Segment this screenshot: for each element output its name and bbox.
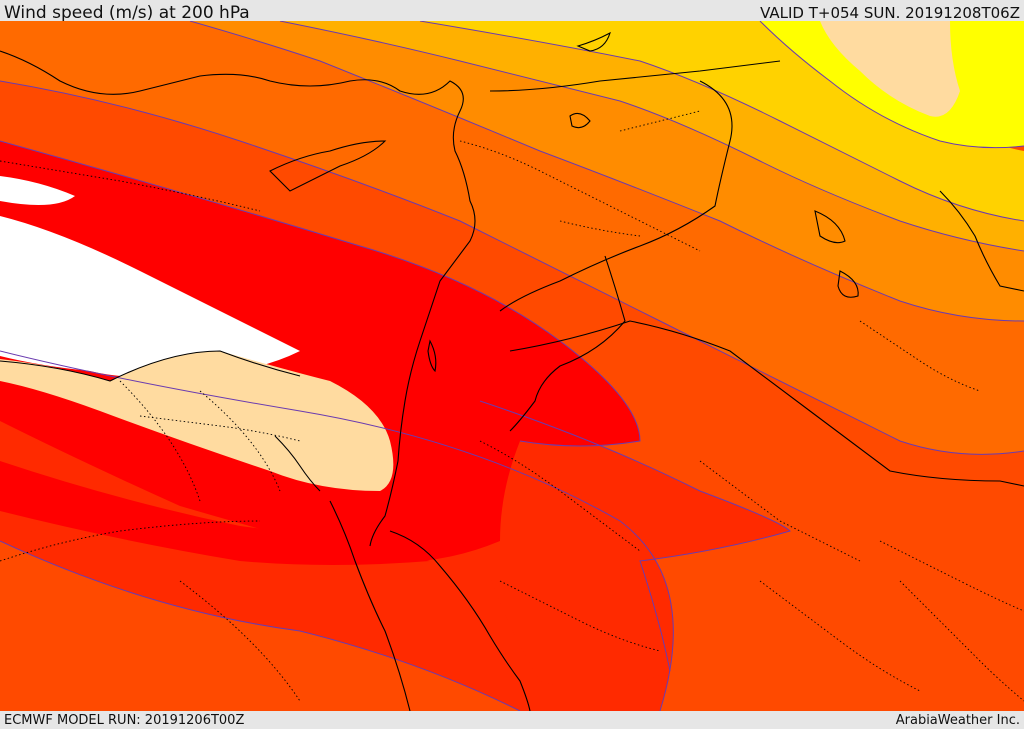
coastlines — [0, 31, 1024, 711]
footer-bar — [0, 711, 1024, 729]
band-red-west — [0, 461, 430, 565]
band-wheat-east — [820, 21, 960, 117]
header-bar — [0, 0, 1024, 21]
band-white-west — [0, 216, 300, 378]
map-title: Wind speed (m/s) at 200 hPa — [4, 3, 250, 23]
brand-label: ArabiaWeather Inc. — [895, 713, 1020, 728]
internal-borders — [0, 110, 1024, 702]
valid-time: VALID T+054 SUN. 20191208T06Z — [760, 4, 1020, 22]
band-sw-orange — [0, 551, 540, 711]
model-run-label: ECMWF MODEL RUN: 20191206T00Z — [4, 713, 245, 728]
band-white-lens — [0, 176, 75, 205]
isotach-contours — [0, 21, 1024, 711]
band-orange — [0, 21, 1024, 455]
band-red-orange-south — [470, 401, 790, 689]
wind-speed-map — [0, 21, 1024, 711]
band-wheat-west — [0, 351, 394, 491]
